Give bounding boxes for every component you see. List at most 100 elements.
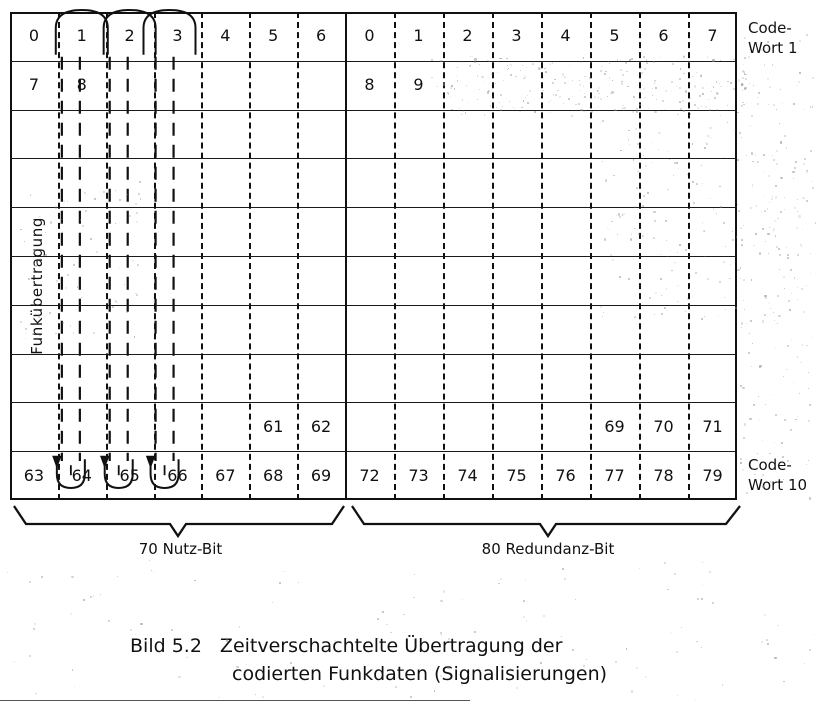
scan-speck (678, 78, 681, 80)
scan-speck (83, 192, 86, 195)
scan-speck (456, 80, 459, 82)
scan-speck (542, 89, 544, 92)
scan-speck (778, 314, 781, 317)
scan-speck (776, 149, 779, 152)
scan-speck (525, 620, 527, 622)
scan-speck (138, 192, 140, 195)
scan-speck (96, 251, 98, 253)
scan-speck (755, 233, 757, 235)
scan-speck (636, 110, 639, 113)
scan-speck (742, 103, 745, 106)
scan-speck (44, 254, 47, 257)
scan-speck (782, 478, 785, 481)
scan-speck (652, 94, 654, 96)
scan-speck (726, 104, 728, 107)
scan-speck (496, 106, 498, 108)
scan-speck (773, 441, 776, 443)
scan-speck (737, 158, 740, 161)
scan-speck (544, 67, 546, 69)
scan-speck (29, 193, 32, 196)
scan-speck (62, 199, 66, 203)
scan-speck (509, 667, 512, 670)
scan-speck (724, 308, 726, 310)
scan-speck (490, 105, 492, 107)
scan-speck (583, 92, 586, 95)
scan-speck (609, 254, 612, 257)
scan-speck (741, 327, 743, 328)
scan-speck (79, 219, 82, 221)
scan-speck (796, 210, 798, 213)
scan-speck (763, 64, 766, 66)
scan-speck (648, 107, 650, 109)
grid-cell: 72 (359, 465, 380, 485)
scan-speck (705, 142, 707, 144)
scan-speck (628, 129, 630, 132)
scan-speck (39, 334, 41, 337)
scan-speck (791, 340, 793, 342)
scan-speck (136, 294, 139, 297)
scan-speck (626, 648, 628, 650)
scan-speck (812, 187, 814, 189)
scan-speck (693, 201, 696, 205)
scan-speck (747, 55, 751, 59)
scan-speck (611, 220, 613, 223)
scan-speck (623, 106, 626, 110)
scan-speck (606, 95, 608, 97)
scan-speck (805, 200, 808, 203)
scan-speck (615, 215, 617, 217)
scan-speck (278, 581, 281, 584)
scan-speck (740, 137, 743, 139)
scan-speck (630, 57, 633, 61)
scan-speck (602, 315, 604, 317)
scan-speck (593, 96, 596, 98)
scan-speck (128, 215, 131, 218)
scan-speck (688, 61, 691, 63)
scan-speck (745, 73, 748, 76)
scan-speck (513, 107, 515, 109)
scan-speck (804, 158, 807, 160)
scan-speck (49, 221, 53, 224)
scan-speck (488, 60, 490, 63)
grid-column-line (688, 12, 690, 500)
scan-speck (712, 208, 715, 211)
grid-cell: 0 (28, 26, 40, 46)
interleave-uturn-1 (55, 459, 86, 490)
scan-speck (638, 568, 640, 569)
scan-speck (779, 177, 782, 180)
scan-speck (82, 224, 84, 227)
scan-speck (645, 165, 647, 167)
scan-speck (688, 114, 690, 116)
interleave-arrowhead-1 (52, 455, 62, 469)
scan-speck (767, 175, 770, 178)
scan-speck (781, 103, 783, 105)
scan-speck (440, 599, 443, 603)
scan-speck (632, 110, 635, 113)
scan-speck (743, 279, 746, 281)
scan-speck (812, 77, 814, 79)
scan-speck (767, 103, 769, 105)
scan-speck (768, 85, 771, 88)
scan-speck (723, 261, 725, 263)
scan-speck (784, 287, 786, 290)
scan-speck (563, 76, 566, 79)
scan-speck (752, 183, 754, 185)
scan-speck (465, 84, 468, 87)
interleave-arch-2 (102, 8, 157, 55)
scan-speck (779, 141, 783, 144)
scan-speck (761, 439, 764, 442)
scan-speck (757, 103, 760, 106)
scan-speck (283, 570, 285, 573)
grid-row-line (10, 158, 737, 160)
scan-speck (661, 312, 663, 315)
scan-speck (796, 227, 799, 229)
scan-speck (650, 162, 652, 164)
scan-speck (748, 83, 751, 85)
scan-speck (617, 234, 619, 236)
scan-speck (701, 646, 702, 648)
scan-speck (691, 76, 693, 78)
scan-speck (601, 65, 603, 68)
scan-speck (586, 658, 588, 661)
scan-speck (762, 196, 764, 198)
scan-speck (13, 660, 16, 663)
scan-speck (27, 277, 30, 280)
